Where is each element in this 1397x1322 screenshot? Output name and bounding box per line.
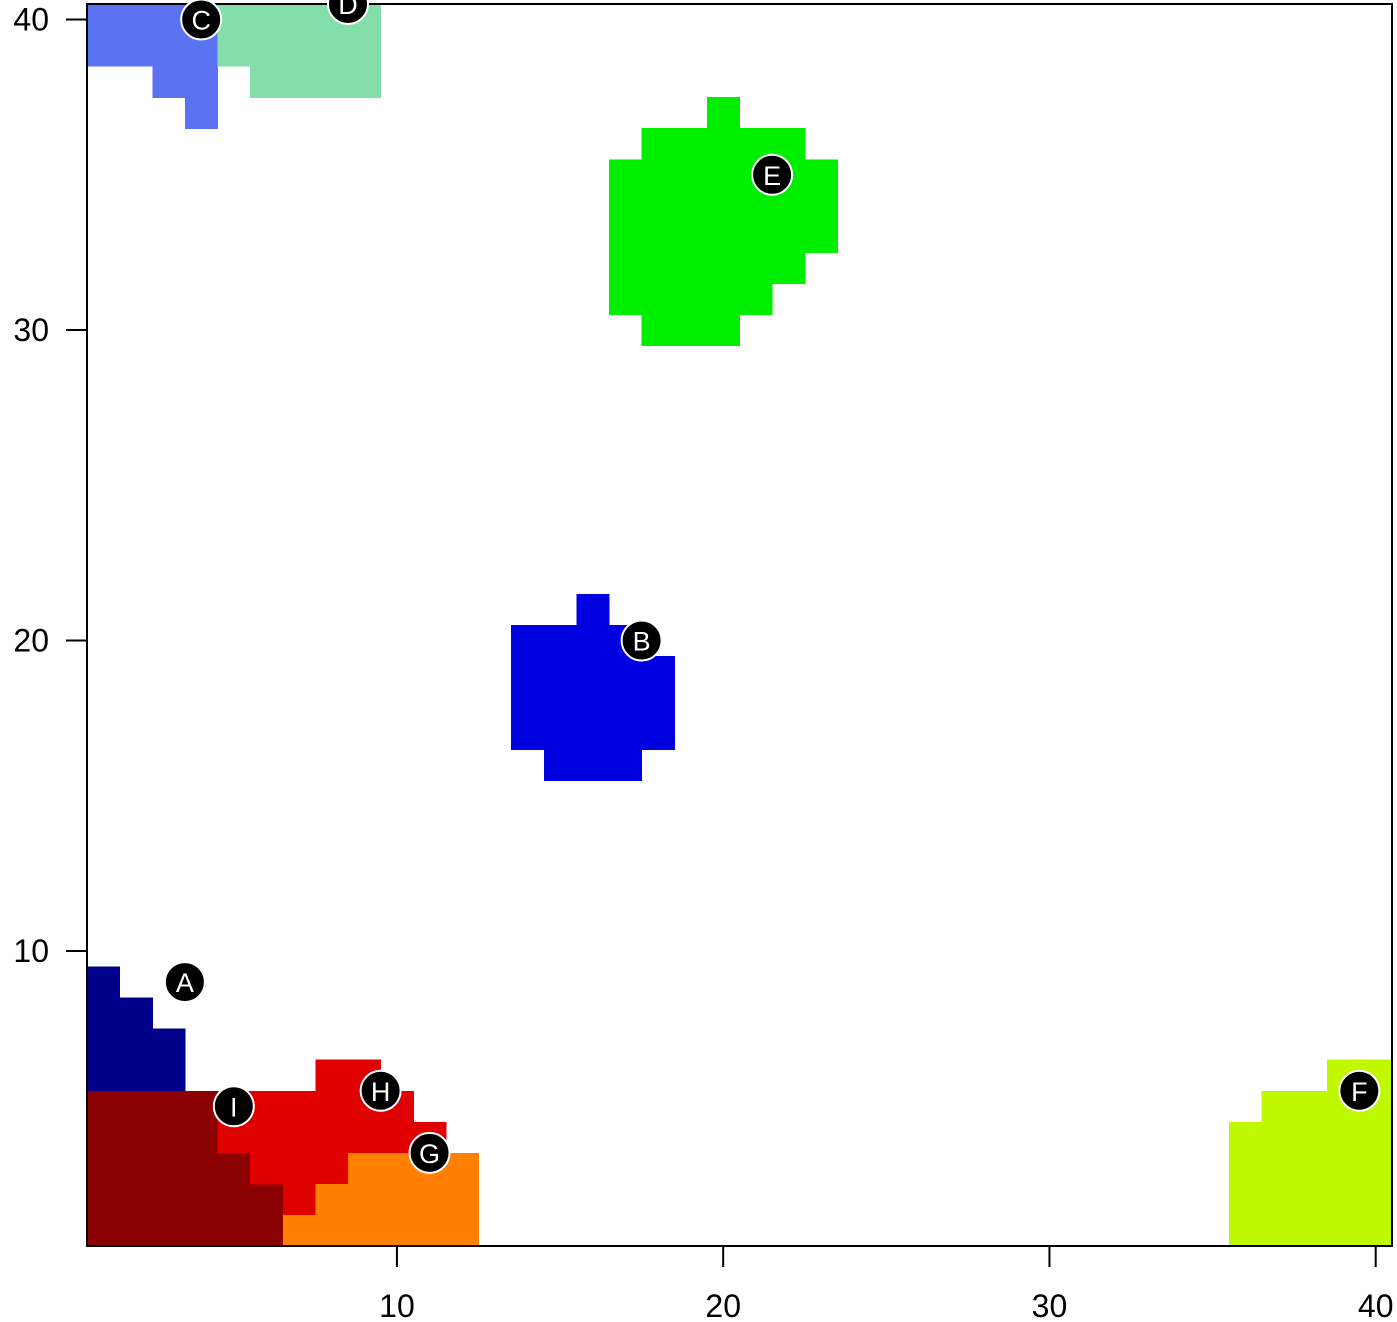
- y-tick-label: 20: [13, 623, 49, 659]
- marker-b: B: [620, 619, 663, 662]
- region-i: [87, 1090, 284, 1246]
- marker-label: A: [176, 968, 194, 998]
- region-cell: [706, 97, 741, 129]
- marker-circle: [1338, 1069, 1381, 1112]
- region-cell: [511, 625, 643, 657]
- region-cell: [576, 593, 610, 626]
- region-cell: [348, 1152, 480, 1246]
- x-tick-label: 10: [379, 1288, 415, 1322]
- region-b: [511, 593, 675, 781]
- marker-circle: [180, 0, 223, 41]
- region-cell: [87, 966, 121, 999]
- region-cell: [641, 314, 741, 347]
- region-cell: [217, 1152, 251, 1246]
- y-tick-label: 30: [13, 312, 49, 348]
- region-cell: [87, 997, 153, 1030]
- marker-circle: [359, 1069, 402, 1112]
- marker-circle: [751, 153, 794, 196]
- marker-c: C: [180, 0, 223, 41]
- region-cell: [641, 128, 806, 160]
- region-cell: [282, 1214, 316, 1246]
- marker-i: I: [212, 1085, 255, 1128]
- region-cell: [609, 252, 806, 285]
- marker-circle: [327, 0, 369, 25]
- region-g: [282, 1152, 480, 1246]
- regions-layer: [87, 4, 1392, 1246]
- marker-label: H: [371, 1077, 391, 1107]
- marker-label: I: [230, 1092, 238, 1122]
- marker-circle: [408, 1131, 451, 1174]
- plot-frame: [86, 3, 1393, 1247]
- x-tick-label: 20: [705, 1288, 741, 1322]
- marker-a: A: [163, 961, 206, 1004]
- region-cell: [543, 749, 643, 781]
- region-cell: [250, 66, 382, 98]
- region-cell: [87, 1028, 186, 1092]
- y-tick-label: 40: [13, 2, 49, 38]
- marker-g: G: [408, 1131, 451, 1174]
- marker-label: B: [633, 627, 651, 657]
- marker-e: E: [751, 153, 794, 196]
- region-cell: [250, 1152, 316, 1185]
- marker-label: D: [338, 0, 358, 20]
- region-cell: [609, 159, 838, 253]
- x-tick-label: 30: [1032, 1288, 1068, 1322]
- markers-layer: A B C D E F G H I: [163, 0, 1381, 1174]
- region-a: [87, 966, 186, 1092]
- marker-label: E: [763, 161, 781, 191]
- marker-circle: [163, 961, 206, 1004]
- marker-circle: [620, 619, 663, 662]
- x-axis: 10 20 30 40: [379, 1246, 1393, 1322]
- region-cell: [87, 1090, 219, 1246]
- region-cell: [282, 1183, 316, 1216]
- region-cell: [1228, 1121, 1392, 1246]
- region-cell: [184, 97, 219, 129]
- marker-label: G: [419, 1139, 440, 1169]
- region-cell: [609, 283, 773, 316]
- y-tick-label: 10: [13, 933, 49, 969]
- marker-label: F: [1351, 1077, 1368, 1107]
- region-cell: [511, 656, 675, 750]
- region-e: [609, 97, 838, 347]
- region-cell: [315, 1183, 349, 1246]
- y-axis: 10 20 30 40: [13, 2, 87, 969]
- marker-label: C: [191, 6, 211, 36]
- marker-h: H: [359, 1069, 402, 1112]
- x-tick-label: 40: [1358, 1288, 1394, 1322]
- marker-d: D: [327, 0, 369, 25]
- marker-f: F: [1338, 1069, 1381, 1112]
- region-cell: [152, 66, 219, 98]
- marker-circle: [212, 1085, 255, 1128]
